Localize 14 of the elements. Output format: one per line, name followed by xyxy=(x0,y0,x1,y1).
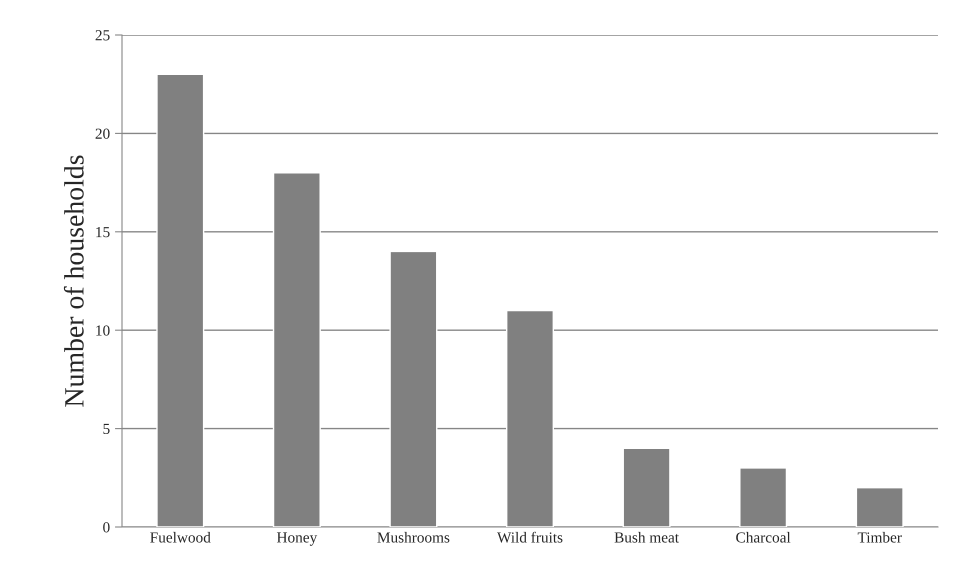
x-tick-label: Timber xyxy=(858,532,902,543)
y-tick-label: 5 xyxy=(103,424,110,434)
x-tick-label: Bush meat xyxy=(614,532,679,543)
y-axis-title: Number of households xyxy=(64,155,84,407)
x-tick-label: Fuelwood xyxy=(150,532,211,543)
y-tick-label: 15 xyxy=(96,227,110,238)
x-tick-label: Honey xyxy=(276,532,318,546)
y-tick-label: 20 xyxy=(96,128,110,139)
y-tick-label: 10 xyxy=(96,325,110,336)
x-tick-label: Mushrooms xyxy=(377,532,450,543)
y-tick-label: 0 xyxy=(103,522,110,532)
y-tick-label: 25 xyxy=(96,30,110,40)
x-tick-label: Wild fruits xyxy=(497,532,562,543)
x-tick-label: Charcoal xyxy=(736,532,790,543)
